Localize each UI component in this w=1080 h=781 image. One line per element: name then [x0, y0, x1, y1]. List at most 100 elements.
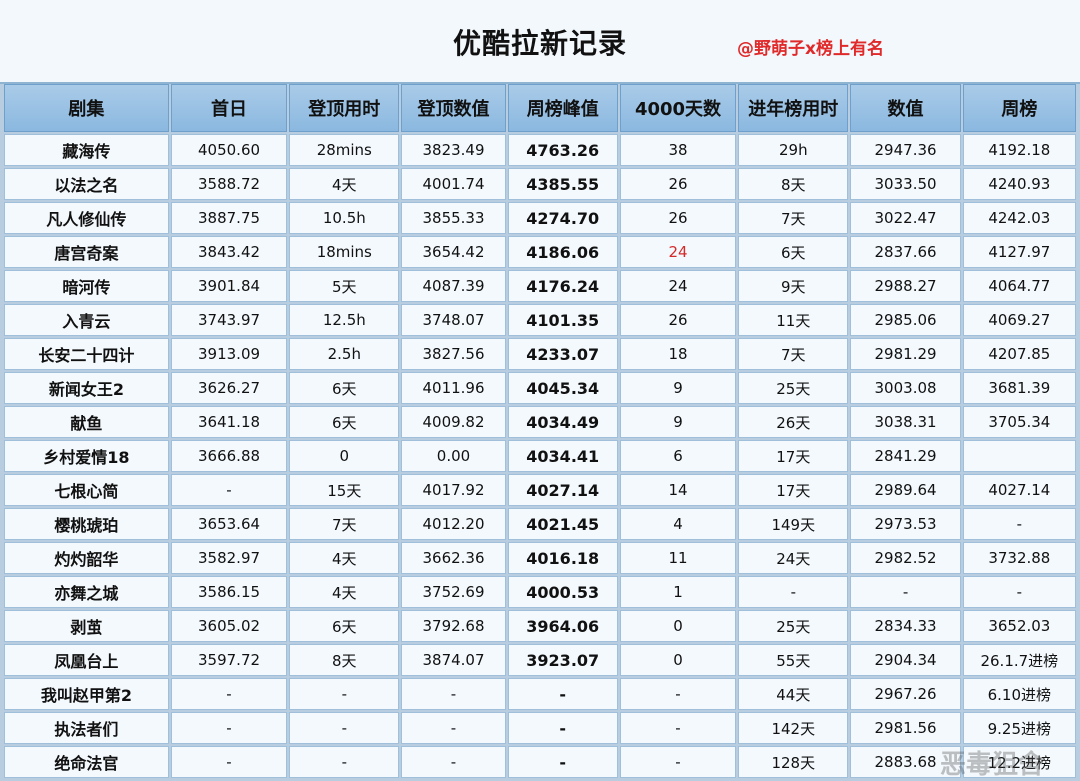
- table-row: 献鱼 3641.18 6天 4009.82 4034.49 9 26天 3038.31 3705…: [4, 406, 1076, 438]
- table-cell: 3792.68: [401, 610, 506, 642]
- table-cell: 3605.02: [170, 610, 288, 642]
- table-cell: 24天: [738, 542, 849, 574]
- table-cell: 3901.84: [170, 270, 288, 302]
- table-cell: 3843.42: [170, 236, 288, 268]
- table-cell: 2.5h: [289, 338, 400, 370]
- table-cell: 7天: [738, 338, 849, 370]
- table-cell: 3586.15: [170, 576, 288, 608]
- table-cell: 3038.31: [850, 406, 961, 438]
- column-header: 进年榜用时: [738, 84, 849, 132]
- table-cell: 3874.07: [401, 644, 506, 676]
- table-cell: 3923.07: [507, 644, 618, 676]
- table-cell: 2973.53: [850, 508, 961, 540]
- table-cell: 14: [619, 474, 737, 506]
- table-cell: 142天: [738, 712, 849, 744]
- table-cell: 26: [619, 304, 737, 336]
- table-cell: 2834.33: [850, 610, 961, 642]
- table-cell: 4242.03: [962, 202, 1076, 234]
- table-cell: 4101.35: [507, 304, 618, 336]
- table-cell: -: [507, 678, 618, 710]
- table-cell: 8天: [289, 644, 400, 676]
- table-cell: 24: [619, 270, 737, 302]
- table-cell: 7天: [738, 202, 849, 234]
- table-cell: 3827.56: [401, 338, 506, 370]
- table-cell: 15天: [289, 474, 400, 506]
- table-cell: 4087.39: [401, 270, 506, 302]
- table-cell: 3887.75: [170, 202, 288, 234]
- drama-name-cell: 灼灼韶华: [4, 542, 169, 574]
- table-cell: 2988.27: [850, 270, 961, 302]
- drama-name-cell: 凤凰台上: [4, 644, 169, 676]
- table-cell: -: [507, 712, 618, 744]
- drama-name-cell: 七根心简: [4, 474, 169, 506]
- table-cell: 3597.72: [170, 644, 288, 676]
- table-cell: 3582.97: [170, 542, 288, 574]
- table-row: 乡村爱情18 3666.88 0 0.00 4034.41 6 17天 2841.29: [4, 440, 1076, 472]
- table-cell: 4233.07: [507, 338, 618, 370]
- table-cell: 17天: [738, 440, 849, 472]
- drama-name-cell: 樱桃琥珀: [4, 508, 169, 540]
- table-cell: 0: [289, 440, 400, 472]
- table-cell: 18: [619, 338, 737, 370]
- table-cell: 3022.47: [850, 202, 961, 234]
- table-row: 长安二十四计 3913.09 2.5h 3827.56 4233.07 18 7天 2981.…: [4, 338, 1076, 370]
- table-cell: -: [619, 678, 737, 710]
- table-cell: 3913.09: [170, 338, 288, 370]
- drama-name-cell: 凡人修仙传: [4, 202, 169, 234]
- table-cell: 4: [619, 508, 737, 540]
- table-row: 入青云 3743.97 12.5h 3748.07 4101.35 26 11天 2985.0…: [4, 304, 1076, 336]
- table-cell: -: [507, 746, 618, 778]
- records-table: 剧集 首日 登顶用时 登顶数值 周榜峰值 4000天数 进年榜用时 数值 周榜 藏海传 4050.…: [2, 82, 1078, 780]
- table-cell: 2837.66: [850, 236, 961, 268]
- table-cell: 24: [619, 236, 737, 268]
- table-cell: 3033.50: [850, 168, 961, 200]
- column-header: 周榜: [962, 84, 1076, 132]
- drama-name-cell: 入青云: [4, 304, 169, 336]
- table-cell: -: [962, 508, 1076, 540]
- table-cell: 3681.39: [962, 372, 1076, 404]
- table-cell: -: [738, 576, 849, 608]
- table-cell: 38: [619, 134, 737, 166]
- table-cell: 3752.69: [401, 576, 506, 608]
- table-cell: 25天: [738, 610, 849, 642]
- table-cell: 28mins: [289, 134, 400, 166]
- table-cell: 1: [619, 576, 737, 608]
- table-cell: 4763.26: [507, 134, 618, 166]
- table-cell: 8天: [738, 168, 849, 200]
- table-cell: 2981.56: [850, 712, 961, 744]
- table-cell: 4176.24: [507, 270, 618, 302]
- table-cell: -: [289, 678, 400, 710]
- table-cell: 3654.42: [401, 236, 506, 268]
- table-cell: -: [962, 576, 1076, 608]
- drama-name-cell: 藏海传: [4, 134, 169, 166]
- table-cell: 26: [619, 168, 737, 200]
- table-cell: 4385.55: [507, 168, 618, 200]
- table-cell: 4034.49: [507, 406, 618, 438]
- page-title: 优酷拉新记录: [452, 27, 627, 60]
- table-cell: 26.1.7进榜: [962, 644, 1076, 676]
- column-header: 周榜峰值: [507, 84, 618, 132]
- table-cell: 4240.93: [962, 168, 1076, 200]
- author-watermark: @野萌子x榜上有名: [737, 39, 884, 59]
- drama-name-cell: 执法者们: [4, 712, 169, 744]
- table-cell: 4016.18: [507, 542, 618, 574]
- table-cell: -: [289, 746, 400, 778]
- table-cell: 4009.82: [401, 406, 506, 438]
- table-cell: 18mins: [289, 236, 400, 268]
- table-cell: 4000.53: [507, 576, 618, 608]
- table-cell: 12.5h: [289, 304, 400, 336]
- table-cell: 6天: [738, 236, 849, 268]
- table-cell: 3653.64: [170, 508, 288, 540]
- table-cell: 4274.70: [507, 202, 618, 234]
- table-cell: 6天: [289, 610, 400, 642]
- table-cell: 2841.29: [850, 440, 961, 472]
- table-cell: 9天: [738, 270, 849, 302]
- table-cell: -: [170, 712, 288, 744]
- table-cell: 3855.33: [401, 202, 506, 234]
- table-cell: 3743.97: [170, 304, 288, 336]
- table-cell: 3626.27: [170, 372, 288, 404]
- column-header: 数值: [850, 84, 961, 132]
- table-cell: 9: [619, 372, 737, 404]
- table-cell: 4017.92: [401, 474, 506, 506]
- drama-name-cell: 我叫赵甲第2: [4, 678, 169, 710]
